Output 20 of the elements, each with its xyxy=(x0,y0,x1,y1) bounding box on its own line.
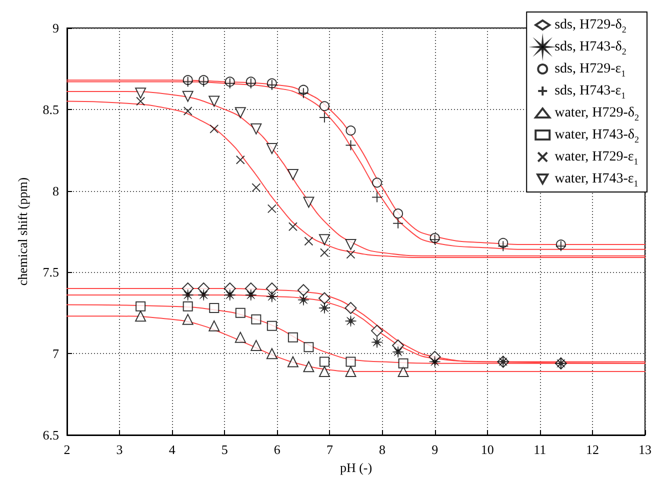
x-tick-label: 8 xyxy=(379,442,386,457)
x-axis-title: pH (-) xyxy=(340,460,372,475)
y-tick-label: 8 xyxy=(52,183,59,198)
x-tick-label: 12 xyxy=(586,442,599,457)
x-tick-label: 4 xyxy=(168,442,176,457)
y-tick-label: 6.5 xyxy=(42,428,59,442)
y-tick-label: 9 xyxy=(52,20,59,36)
x-tick-label: 6 xyxy=(274,442,281,457)
x-tick-label: 13 xyxy=(638,442,652,457)
y-tick-label: 7.5 xyxy=(42,264,59,280)
x-tick-label: 9 xyxy=(432,442,438,457)
y-axis-title: chemical shift (ppm) xyxy=(15,177,30,286)
x-tick-label: 11 xyxy=(534,442,546,457)
x-tick-label: 7 xyxy=(326,442,334,457)
x-tick-label: 10 xyxy=(480,442,494,457)
x-tick-label: 2 xyxy=(64,442,70,457)
x-tick-label: 3 xyxy=(116,442,123,457)
y-tick-label: 7 xyxy=(52,346,60,362)
y-tick-label: 8.5 xyxy=(42,102,59,117)
x-tick-label: 5 xyxy=(221,442,228,457)
